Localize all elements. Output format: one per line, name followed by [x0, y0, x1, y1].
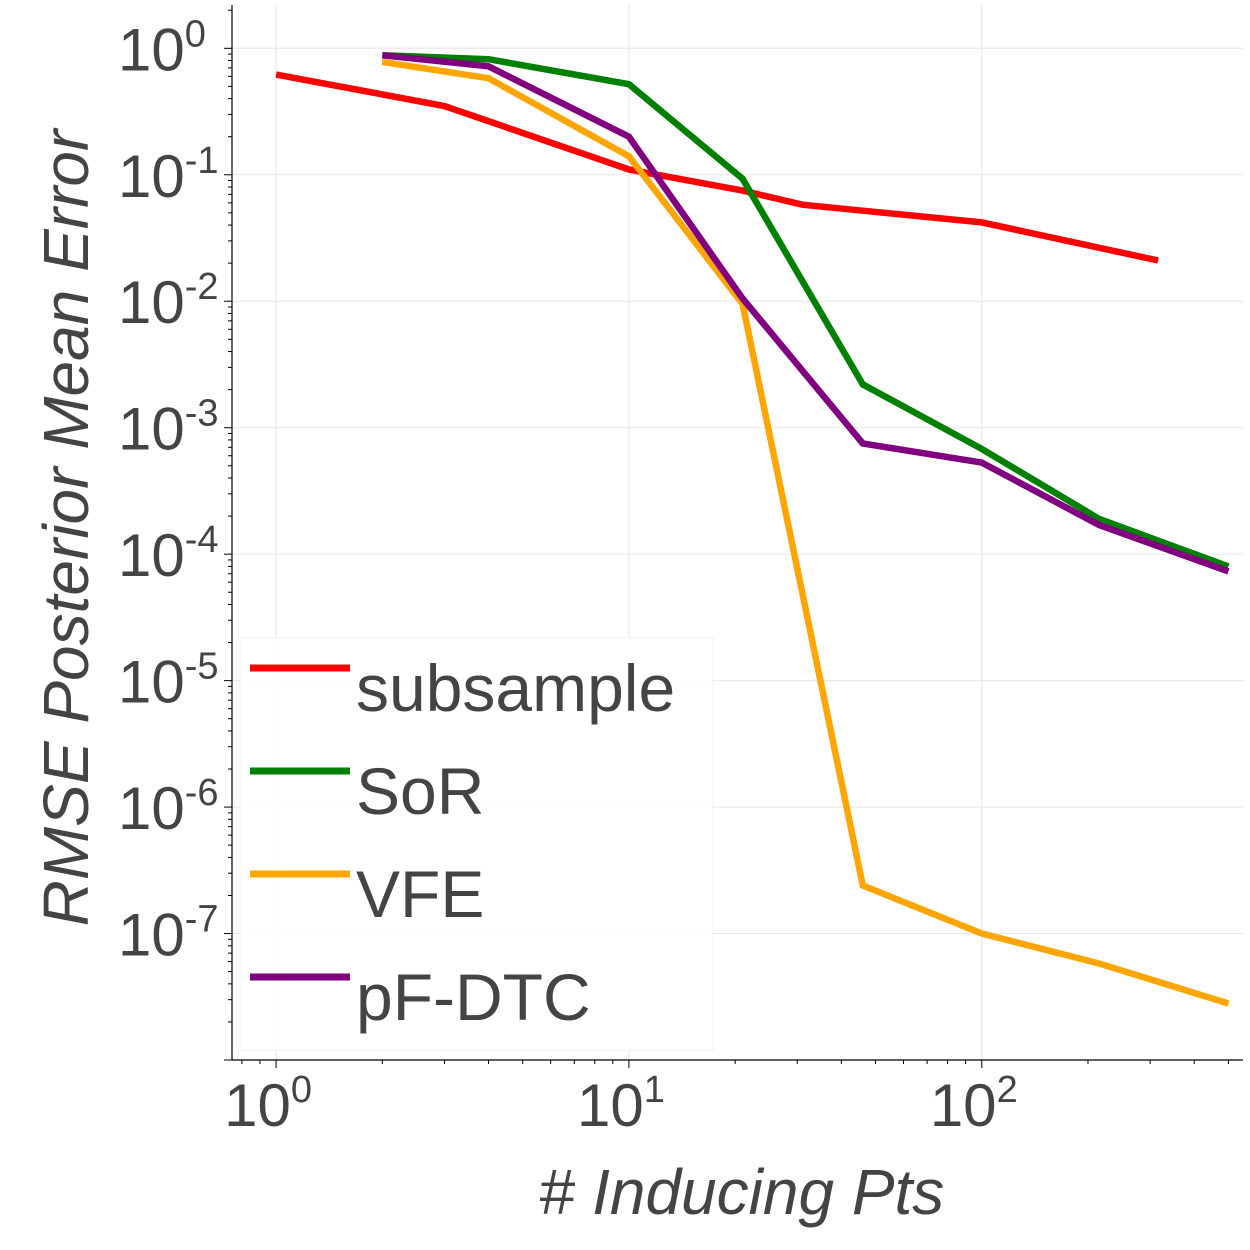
legend-label-subsample: subsample — [356, 651, 675, 725]
y-tick-label: 100 — [118, 13, 206, 83]
legend-label-vfe: VFE — [356, 857, 484, 931]
x-tick-label: 100 — [224, 1069, 312, 1139]
legend-label-sor: SoR — [356, 754, 484, 828]
x-axis-title: # Inducing Pts — [539, 1156, 945, 1228]
legend-label-pf-dtc: pF-DTC — [356, 960, 591, 1034]
y-tick-label: 10-1 — [118, 140, 219, 210]
y-tick-label: 10-6 — [118, 772, 219, 842]
series-line-pf-dtc — [381, 52, 1230, 575]
y-tick-label: 10-3 — [118, 393, 219, 463]
axis-titles: # Inducing Pts RMSE Posterior Mean Error — [30, 127, 944, 1228]
series-line-vfe — [381, 58, 1230, 1007]
y-axis-title: RMSE Posterior Mean Error — [30, 127, 102, 926]
series-line-sor — [382, 52, 1230, 570]
x-tick-label: 101 — [577, 1069, 665, 1139]
legend: subsample SoR VFE pF-DTC — [239, 637, 714, 1051]
series-line-subsample — [275, 71, 1159, 264]
y-tick-label: 10-5 — [118, 646, 219, 716]
legend-box — [239, 637, 714, 1051]
x-tick-label: 102 — [930, 1069, 1018, 1139]
y-tick-label: 10-4 — [118, 519, 219, 589]
y-tick-label: 10-2 — [118, 266, 219, 336]
series-lines — [275, 52, 1230, 1007]
y-tick-label: 10-7 — [118, 899, 219, 969]
axes: 100 101 102 100 10-1 10-2 10-3 10-4 10-5 10-6 10-7 — [118, 5, 1243, 1139]
